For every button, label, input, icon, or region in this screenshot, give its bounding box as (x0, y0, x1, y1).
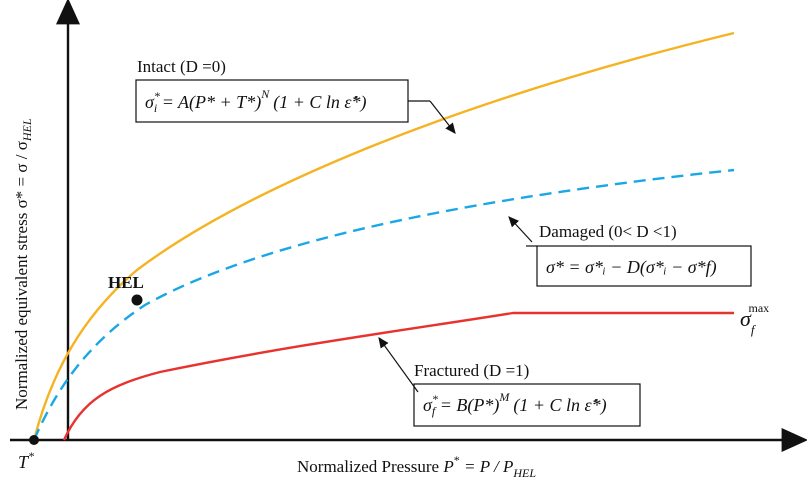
y-axis-title: Normalized equivalent stress σ* = σ / σH… (12, 118, 34, 410)
damaged-curve (32, 168, 735, 441)
damaged-label: Damaged (0< D <1) (539, 222, 677, 241)
sigma-max-label: σfmax (740, 301, 769, 337)
intact-pointer-arrow (429, 100, 456, 134)
fractured-pointer-arrow (378, 337, 419, 393)
intact-equation-box (135, 79, 409, 123)
x-axis-title: Normalized Pressure P* = P / PHEL (297, 453, 536, 480)
intact-label: Intact (D =0) (137, 57, 226, 76)
origin-point (29, 435, 39, 445)
fractured-curve (62, 311, 734, 441)
damaged-equation: σ* = σ*ᵢ − D(σ*ᵢ − σ*f) (546, 257, 717, 278)
fractured-equation: σ* f = B(P*)M (1 + C ln ε̇*) (423, 390, 607, 418)
hel-point (131, 294, 143, 306)
fractured-equation-box (413, 383, 641, 427)
damaged-pointer-arrow (508, 216, 533, 243)
hel-label: HEL (108, 273, 144, 292)
origin-label: T* (18, 449, 34, 472)
intact-curve (32, 31, 735, 441)
fractured-label: Fractured (D =1) (414, 361, 529, 380)
intact-equation: σ* i = A(P* + T*)N (1 + C ln ε̇*) (145, 87, 366, 115)
damaged-equation-box (536, 245, 752, 287)
